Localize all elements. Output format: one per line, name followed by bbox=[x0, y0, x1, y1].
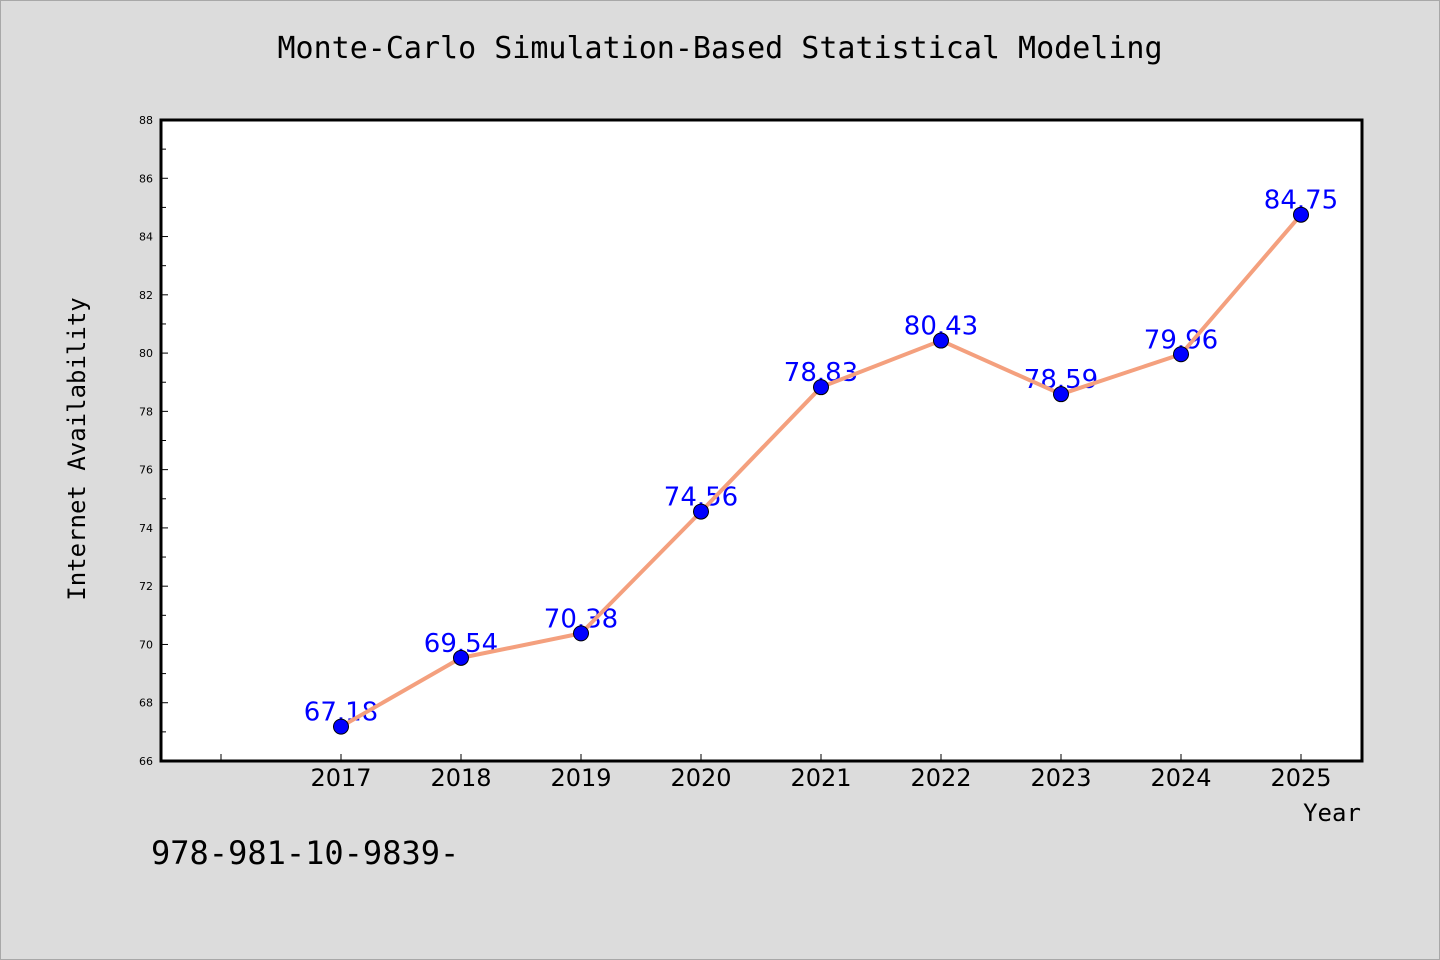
data-point bbox=[1053, 386, 1069, 403]
y-tick-label: 78 bbox=[139, 405, 153, 418]
data-point bbox=[573, 625, 589, 642]
y-tick-label: 68 bbox=[139, 697, 153, 710]
y-tick-label: 80 bbox=[139, 347, 153, 360]
data-point bbox=[693, 503, 709, 520]
y-tick-label: 72 bbox=[139, 580, 153, 593]
x-axis-label: Year bbox=[1303, 799, 1361, 827]
x-tick-label: 2021 bbox=[790, 764, 851, 792]
y-tick-label: 86 bbox=[139, 172, 153, 185]
data-point bbox=[813, 379, 829, 396]
x-tick-label: 2019 bbox=[550, 764, 611, 792]
data-point bbox=[933, 332, 949, 349]
x-tick-label: 2018 bbox=[430, 764, 491, 792]
y-tick-label: 84 bbox=[139, 231, 153, 244]
data-series bbox=[333, 206, 1309, 735]
x-tick-label: 2022 bbox=[910, 764, 971, 792]
data-point bbox=[453, 649, 469, 666]
x-tick-label: 2025 bbox=[1270, 764, 1331, 792]
chart-title: Monte-Carlo Simulation-Based Statistical… bbox=[277, 31, 1163, 66]
x-tick-label: 2023 bbox=[1030, 764, 1091, 792]
x-tick-label: 2024 bbox=[1150, 764, 1211, 792]
y-tick-label: 70 bbox=[139, 638, 153, 651]
data-point bbox=[333, 718, 349, 735]
y-tick-label: 76 bbox=[139, 464, 153, 477]
y-axis: 66 68 70 72 74 76 78 80 82 84 86 88 bbox=[139, 114, 168, 768]
y-tick-label: 88 bbox=[139, 114, 153, 127]
footer-text: 978-981-10-9839- bbox=[151, 834, 460, 872]
y-tick-label: 66 bbox=[139, 755, 153, 768]
plot-area bbox=[159, 118, 1364, 763]
x-tick-label: 2017 bbox=[310, 764, 371, 792]
data-point bbox=[1173, 346, 1189, 363]
y-axis-label: Internet Availability bbox=[63, 297, 91, 600]
x-tick-label: 2020 bbox=[670, 764, 731, 792]
y-tick-label: 82 bbox=[139, 289, 153, 302]
x-axis: 2017 2018 2019 2020 2021 2022 2023 2024 2025 bbox=[220, 754, 1332, 792]
y-tick-label: 74 bbox=[139, 522, 153, 535]
data-point bbox=[1293, 206, 1309, 223]
